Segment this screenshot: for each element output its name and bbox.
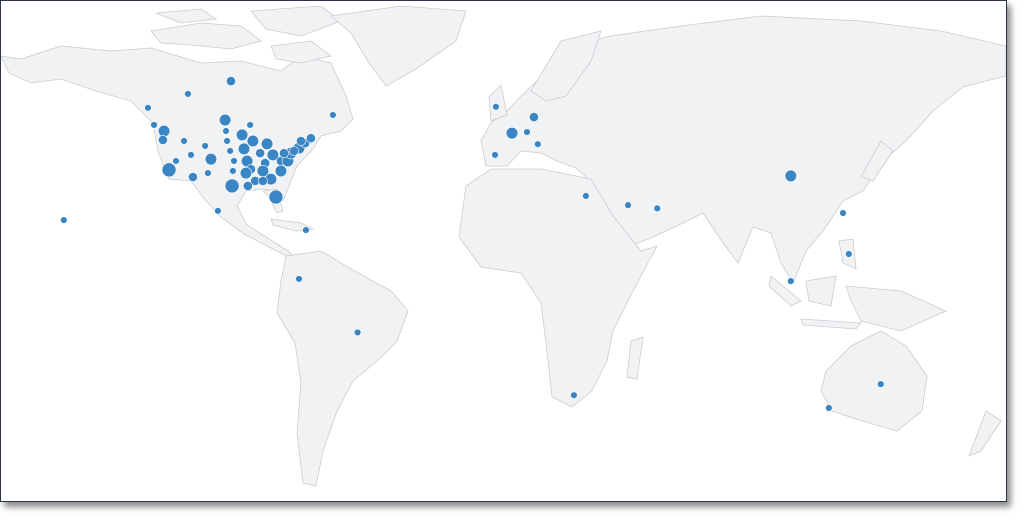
map-bubble[interactable] bbox=[246, 121, 254, 129]
eurasia bbox=[480, 15, 1006, 284]
map-bubble[interactable] bbox=[570, 391, 578, 399]
map-bubble[interactable] bbox=[239, 166, 253, 180]
south-america bbox=[276, 250, 409, 487]
map-bubble[interactable] bbox=[158, 135, 168, 145]
map-bubble[interactable] bbox=[224, 178, 240, 194]
africa bbox=[458, 168, 658, 408]
uk bbox=[488, 84, 508, 122]
map-bubble[interactable] bbox=[229, 167, 237, 175]
greenland bbox=[330, 5, 467, 87]
map-bubble[interactable] bbox=[161, 162, 177, 178]
map-bubble[interactable] bbox=[187, 151, 195, 159]
map-bubble[interactable] bbox=[157, 124, 171, 138]
map-bubble[interactable] bbox=[188, 172, 198, 182]
map-bubble[interactable] bbox=[237, 142, 251, 155]
map-bubble[interactable] bbox=[150, 121, 158, 129]
map-bubble[interactable] bbox=[222, 127, 230, 135]
southeast-asia-islands bbox=[768, 238, 947, 332]
map-bubble[interactable] bbox=[839, 209, 847, 217]
map-bubble[interactable] bbox=[296, 136, 306, 146]
map-bubble[interactable] bbox=[204, 169, 212, 177]
map-bubble[interactable] bbox=[306, 133, 316, 144]
map-bubble[interactable] bbox=[582, 192, 590, 200]
japan bbox=[860, 140, 894, 182]
map-bubble[interactable] bbox=[505, 127, 519, 140]
australia bbox=[820, 330, 928, 432]
map-bubble[interactable] bbox=[223, 137, 231, 145]
new-zealand bbox=[968, 410, 1002, 457]
map-bubble[interactable] bbox=[180, 137, 188, 145]
map-bubble[interactable] bbox=[492, 103, 500, 111]
north-america bbox=[1, 45, 354, 264]
map-bubble[interactable] bbox=[219, 113, 232, 127]
map-bubble[interactable] bbox=[235, 128, 249, 142]
map-bubble[interactable] bbox=[184, 90, 192, 98]
map-bubble[interactable] bbox=[295, 275, 303, 283]
map-bubble[interactable] bbox=[279, 148, 289, 159]
map-bubble[interactable] bbox=[529, 112, 539, 123]
map-bubble[interactable] bbox=[825, 404, 833, 412]
map-bubble[interactable] bbox=[246, 134, 260, 148]
map-bubble[interactable] bbox=[226, 147, 234, 155]
map-bubble[interactable] bbox=[302, 226, 310, 234]
map-bubble[interactable] bbox=[274, 164, 288, 178]
bubble-layer bbox=[60, 76, 885, 412]
map-bubble[interactable] bbox=[260, 137, 274, 150]
map-bubble[interactable] bbox=[230, 157, 238, 165]
madagascar bbox=[626, 336, 644, 380]
map-bubble[interactable] bbox=[534, 140, 542, 148]
map-bubble[interactable] bbox=[845, 250, 853, 258]
map-bubble[interactable] bbox=[653, 204, 661, 213]
scandinavia bbox=[530, 30, 602, 102]
world-map[interactable] bbox=[0, 0, 1007, 502]
map-bubble[interactable] bbox=[268, 189, 284, 205]
map-bubble[interactable] bbox=[255, 148, 266, 159]
land-layer bbox=[1, 5, 1006, 487]
map-canvas[interactable] bbox=[1, 1, 1006, 501]
map-bubble[interactable] bbox=[144, 104, 152, 112]
map-bubble[interactable] bbox=[204, 153, 218, 166]
map-bubble[interactable] bbox=[289, 146, 299, 156]
map-bubble[interactable] bbox=[353, 328, 362, 337]
map-bubble[interactable] bbox=[877, 380, 885, 388]
map-bubble[interactable] bbox=[329, 111, 337, 119]
map-bubble[interactable] bbox=[491, 151, 499, 159]
map-bubble[interactable] bbox=[258, 176, 268, 186]
map-bubble[interactable] bbox=[214, 207, 222, 215]
map-bubble[interactable] bbox=[266, 148, 279, 161]
map-bubble[interactable] bbox=[624, 201, 632, 209]
map-bubble[interactable] bbox=[226, 76, 236, 86]
map-bubble[interactable] bbox=[787, 277, 795, 285]
map-bubble[interactable] bbox=[172, 157, 180, 165]
map-bubble[interactable] bbox=[243, 181, 253, 191]
map-bubble[interactable] bbox=[784, 169, 797, 183]
map-bubble[interactable] bbox=[201, 142, 209, 150]
arctic-islands bbox=[150, 5, 342, 64]
map-bubble[interactable] bbox=[60, 216, 68, 224]
map-bubble[interactable] bbox=[523, 128, 531, 136]
